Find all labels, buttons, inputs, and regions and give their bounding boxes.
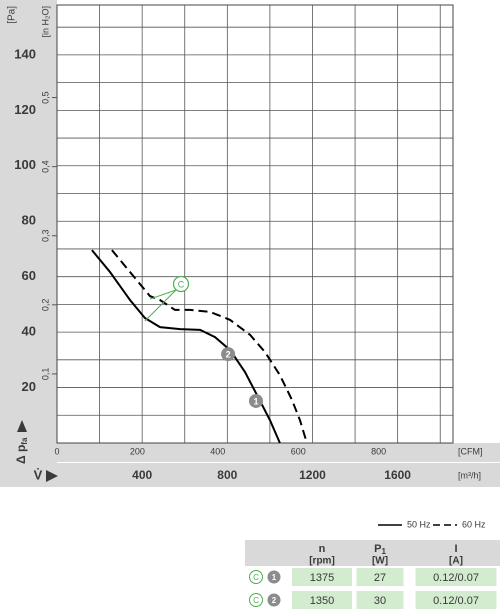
table-header: P1 [374, 543, 386, 556]
curve-badge [267, 593, 281, 607]
table-header-band [245, 540, 500, 566]
curve-label-badge [221, 347, 236, 362]
cfm-band [0, 443, 500, 462]
y-axis-title-sub: fa [20, 437, 29, 445]
annotation-badge [172, 275, 190, 293]
x2-tick-label: 600 [291, 446, 306, 456]
x-tick-label: 1200 [299, 468, 326, 482]
type-badge [249, 570, 263, 584]
y-tick-label: 60 [22, 268, 36, 283]
curve-label: 1 [253, 396, 258, 406]
row-curve: 1 [272, 573, 277, 582]
table-cell-text: 0.12/0.07 [433, 595, 479, 607]
x2-tick-label: 400 [210, 446, 225, 456]
table-header-unit: [W] [372, 556, 388, 567]
curve-label: 2 [226, 350, 231, 360]
x-arrow [46, 470, 58, 482]
y-unit: [Pa] [7, 6, 18, 24]
x2-unit: [CFM] [458, 446, 483, 456]
row-type: C [253, 573, 259, 582]
legend-label: 50 Hz [407, 519, 431, 529]
x2-tick-label: 0 [54, 446, 59, 456]
y-tick-label: 120 [14, 102, 36, 117]
y2-tick-label: 0,2 [40, 299, 50, 312]
y-axis-title-main: Δ p [14, 445, 28, 464]
table-header-unit: [A] [449, 556, 463, 567]
legend-label: 60 Hz [462, 519, 486, 529]
x-tick-label: 400 [132, 468, 152, 482]
x2-tick-label: 800 [371, 446, 386, 456]
table-header: I [454, 543, 457, 555]
table-cell [292, 591, 352, 609]
y2-unit: [in H₂O] [40, 6, 50, 38]
table-cell [292, 568, 352, 586]
annotation-leader [144, 289, 177, 322]
x-tick-label: 1600 [384, 468, 411, 482]
table-cell [415, 591, 497, 609]
table-header-sub: 1 [381, 547, 386, 556]
y-tick-label: 100 [14, 157, 36, 172]
x-axis-title: V̇ [34, 467, 43, 482]
table-cell-text: 27 [374, 572, 386, 584]
plot-area [56, 4, 454, 444]
y2-tick-label: 0,3 [40, 229, 50, 242]
table-header: n [319, 543, 326, 555]
table-cell-text: 0.12/0.07 [433, 572, 479, 584]
curve-label-badge [248, 393, 263, 408]
y-axis-title: Δ pfa [14, 437, 29, 464]
left-band [0, 0, 57, 487]
table-cell-text: 1375 [310, 572, 334, 584]
y2-tick-label: 0,1 [40, 368, 50, 381]
x-unit: [m³/h] [458, 470, 481, 480]
y2-tick-label: 0,5 [40, 91, 50, 104]
y-tick-label: 40 [22, 324, 36, 339]
y-arrow [17, 420, 27, 432]
table-header-title: n [319, 543, 326, 555]
table-header-title: P [374, 543, 381, 555]
y2-tick-label: 0,4 [40, 160, 50, 173]
y-tick-label: 80 [22, 213, 36, 228]
annotation-leader [149, 289, 177, 300]
x-tick-label: 800 [217, 468, 237, 482]
table-cell [415, 568, 497, 586]
annotation: C [178, 279, 185, 289]
y-tick-label: 140 [14, 46, 36, 61]
x2-tick-label: 200 [130, 446, 145, 456]
table-cell-text: 1350 [310, 595, 334, 607]
table-cell [356, 568, 404, 586]
row-curve: 2 [272, 596, 277, 605]
row-type: C [253, 596, 259, 605]
curve-badge [267, 570, 281, 584]
flow-band [0, 463, 500, 487]
y-tick-label: 20 [22, 379, 36, 394]
table-cell [356, 591, 404, 609]
table-header-title: I [454, 543, 457, 555]
curve [111, 249, 308, 444]
table-cell-text: 30 [374, 595, 386, 607]
table-header-unit: [rpm] [309, 556, 335, 567]
type-badge [249, 593, 263, 607]
